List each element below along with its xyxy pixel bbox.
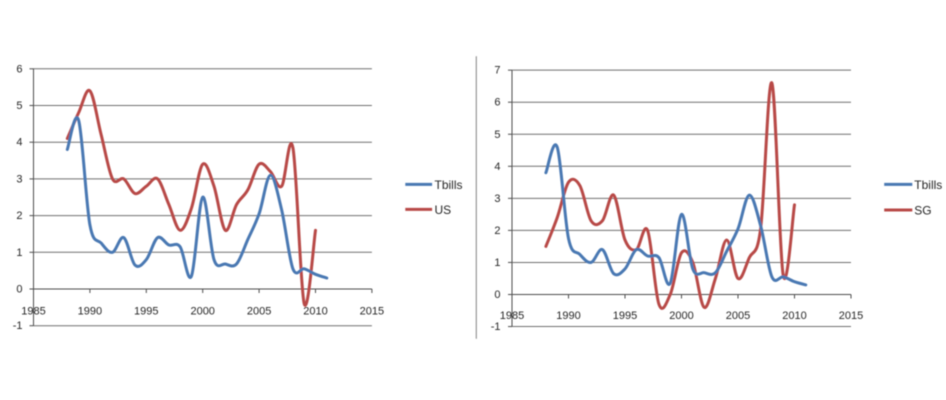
svg-text:2010: 2010 <box>303 306 327 318</box>
svg-text:6: 6 <box>494 97 500 109</box>
svg-text:-1: -1 <box>13 320 23 332</box>
svg-text:1990: 1990 <box>78 306 102 318</box>
svg-text:Tbills: Tbills <box>914 178 942 192</box>
svg-text:6: 6 <box>16 63 22 75</box>
svg-text:3: 3 <box>16 173 22 185</box>
svg-text:2015: 2015 <box>360 306 384 318</box>
svg-text:1: 1 <box>494 257 500 269</box>
svg-text:1990: 1990 <box>556 310 580 322</box>
svg-text:0: 0 <box>494 289 500 301</box>
svg-text:1985: 1985 <box>21 306 45 318</box>
svg-text:7: 7 <box>494 65 500 77</box>
svg-text:2: 2 <box>16 210 22 222</box>
svg-text:5: 5 <box>494 129 500 141</box>
svg-text:2010: 2010 <box>782 310 806 322</box>
svg-text:3: 3 <box>494 193 500 205</box>
svg-text:Tbills: Tbills <box>435 178 463 192</box>
svg-text:2015: 2015 <box>839 310 863 322</box>
svg-text:SG: SG <box>914 203 931 217</box>
svg-text:US: US <box>435 203 452 217</box>
svg-text:1995: 1995 <box>134 306 158 318</box>
svg-text:4: 4 <box>494 161 500 173</box>
svg-text:1995: 1995 <box>613 310 637 322</box>
svg-text:2: 2 <box>494 225 500 237</box>
svg-text:2005: 2005 <box>726 310 750 322</box>
svg-text:2000: 2000 <box>669 310 693 322</box>
svg-text:2000: 2000 <box>190 306 214 318</box>
svg-text:5: 5 <box>16 100 22 112</box>
svg-text:4: 4 <box>16 137 22 149</box>
svg-text:2005: 2005 <box>247 306 271 318</box>
svg-text:0: 0 <box>16 284 22 296</box>
svg-text:1: 1 <box>16 247 22 259</box>
svg-text:-1: -1 <box>491 321 501 333</box>
svg-text:1985: 1985 <box>500 310 524 322</box>
